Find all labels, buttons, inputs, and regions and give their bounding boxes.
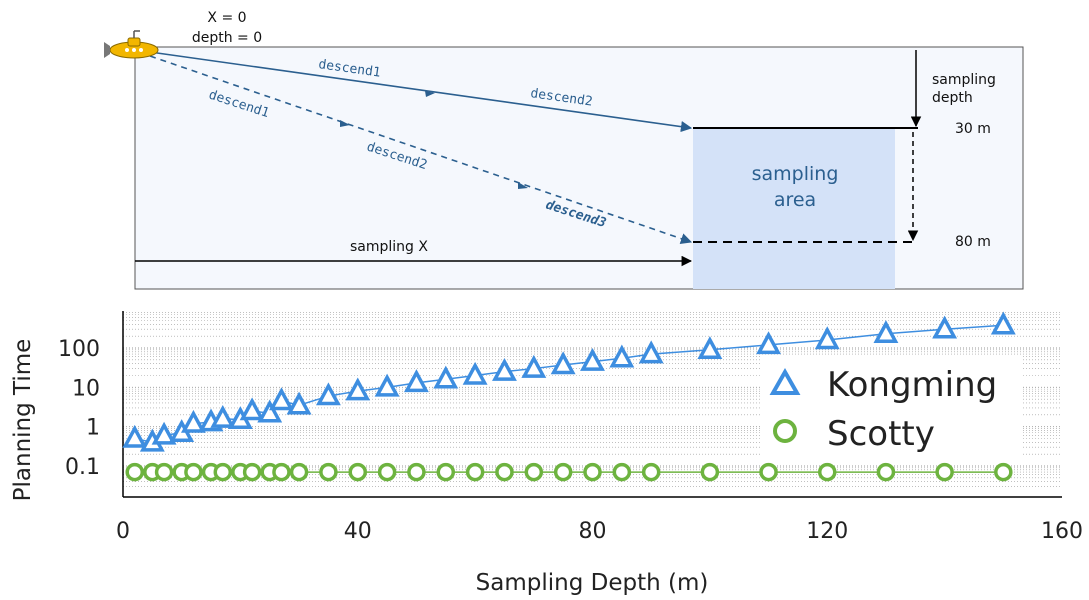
kongming-point — [374, 373, 400, 397]
scotty-point — [495, 462, 514, 482]
x-tick-label: 160 — [1041, 519, 1083, 544]
lower-route — [149, 55, 693, 245]
scotty-point — [935, 462, 954, 482]
legend-bg — [760, 355, 1022, 455]
kongming-point — [550, 351, 576, 375]
start-depth-label: depth = 0 — [192, 30, 262, 46]
kongming-point — [315, 382, 341, 406]
depth-bottom-label: 80 m — [955, 234, 991, 250]
scotty-point — [436, 462, 456, 482]
mission-diagram: sampling area 30 m 80 m sampling depth s… — [104, 10, 1024, 290]
scotty-point — [272, 462, 291, 482]
kongming-point — [609, 344, 635, 368]
kongming-point — [180, 409, 206, 433]
scotty-point — [154, 462, 174, 482]
scotty-point — [242, 462, 262, 482]
kongming-point — [269, 387, 294, 411]
kongming-point — [492, 358, 517, 381]
lower-route-midarrow-2 — [518, 182, 528, 189]
x-tick-label: 80 — [579, 519, 607, 544]
legend-scotty-label: Scotty — [827, 414, 935, 454]
sampling-area-label-1: sampling — [752, 163, 839, 185]
kongming-point — [403, 369, 429, 393]
kongming-point — [462, 361, 488, 385]
legend-kongming-label: Kongming — [827, 365, 997, 405]
scotty-point — [465, 462, 485, 482]
scotty-point — [994, 462, 1013, 482]
kongming-point — [756, 331, 782, 355]
x-tick-label: 0 — [116, 519, 130, 544]
y-tick-label: 0.1 — [65, 455, 100, 480]
y-axis-label: Planning Time — [10, 339, 36, 502]
kongming-point — [873, 320, 899, 344]
x-axis-label: Sampling Depth (m) — [476, 570, 709, 596]
upper-route — [149, 51, 693, 133]
kongming-point — [580, 347, 605, 371]
kongming-point — [814, 326, 840, 350]
kongming-point — [521, 354, 547, 378]
scotty-point — [213, 462, 233, 482]
x-tick-labels: 0 40 80 120 160 — [116, 519, 1083, 544]
kongming-point — [433, 365, 459, 389]
scotty-point — [553, 462, 573, 482]
series-layer — [122, 311, 1016, 482]
scotty-point — [641, 462, 661, 482]
sampling-depth-label-1: sampling — [932, 72, 996, 88]
scotty-point — [348, 462, 367, 482]
depth-top-label: 30 m — [955, 121, 991, 137]
y-tick-label: 100 — [58, 337, 100, 362]
scotty-point — [818, 462, 837, 482]
sampling-area-box — [693, 128, 895, 289]
scotty-point — [876, 462, 896, 482]
lower-route-midarrow-1 — [340, 120, 350, 127]
scotty-point — [319, 462, 338, 482]
kongming-point — [638, 340, 664, 364]
scotty-point — [289, 462, 309, 482]
kongming-point — [697, 336, 723, 360]
kongming-point — [122, 424, 148, 448]
x-tick-label: 120 — [806, 519, 848, 544]
kongming-point — [151, 421, 177, 445]
scotty-point — [759, 462, 778, 482]
y-tick-label: 10 — [72, 376, 100, 401]
kongming-point — [286, 391, 312, 415]
kongming-point — [239, 397, 265, 421]
legend-kongming-marker — [769, 367, 801, 395]
scotty-point — [612, 462, 632, 482]
legend: Kongming Scotty — [760, 355, 1022, 455]
kongming-point — [932, 315, 958, 339]
sampling-area-label-2: area — [774, 189, 816, 211]
scotty-point — [184, 462, 203, 482]
y-tick-label: 1 — [86, 416, 100, 441]
y-tick-labels: 0.1 1 10 100 — [58, 337, 100, 480]
scotty-point — [583, 462, 602, 482]
upper-route-midarrow — [425, 91, 435, 97]
scotty-point — [700, 462, 720, 482]
sampling-depth-label-2: depth — [932, 90, 973, 106]
kongming-point — [990, 311, 1016, 335]
x-tick-label: 40 — [344, 519, 372, 544]
scotty-point — [524, 462, 544, 482]
kongming-point — [345, 377, 371, 401]
chart: 0 40 80 120 160 0.1 1 10 100 Sampling Depth (m)… — [10, 311, 1083, 596]
start-x-label: X = 0 — [207, 10, 246, 26]
kongming-point — [210, 404, 236, 428]
scotty-point — [377, 462, 397, 482]
sampling-x-label: sampling X — [350, 239, 428, 255]
scotty-point — [407, 462, 426, 482]
submarine-icon — [104, 30, 159, 59]
legend-scotty-marker — [773, 419, 797, 443]
kongming-point — [257, 399, 283, 423]
scotty-point — [125, 462, 144, 482]
